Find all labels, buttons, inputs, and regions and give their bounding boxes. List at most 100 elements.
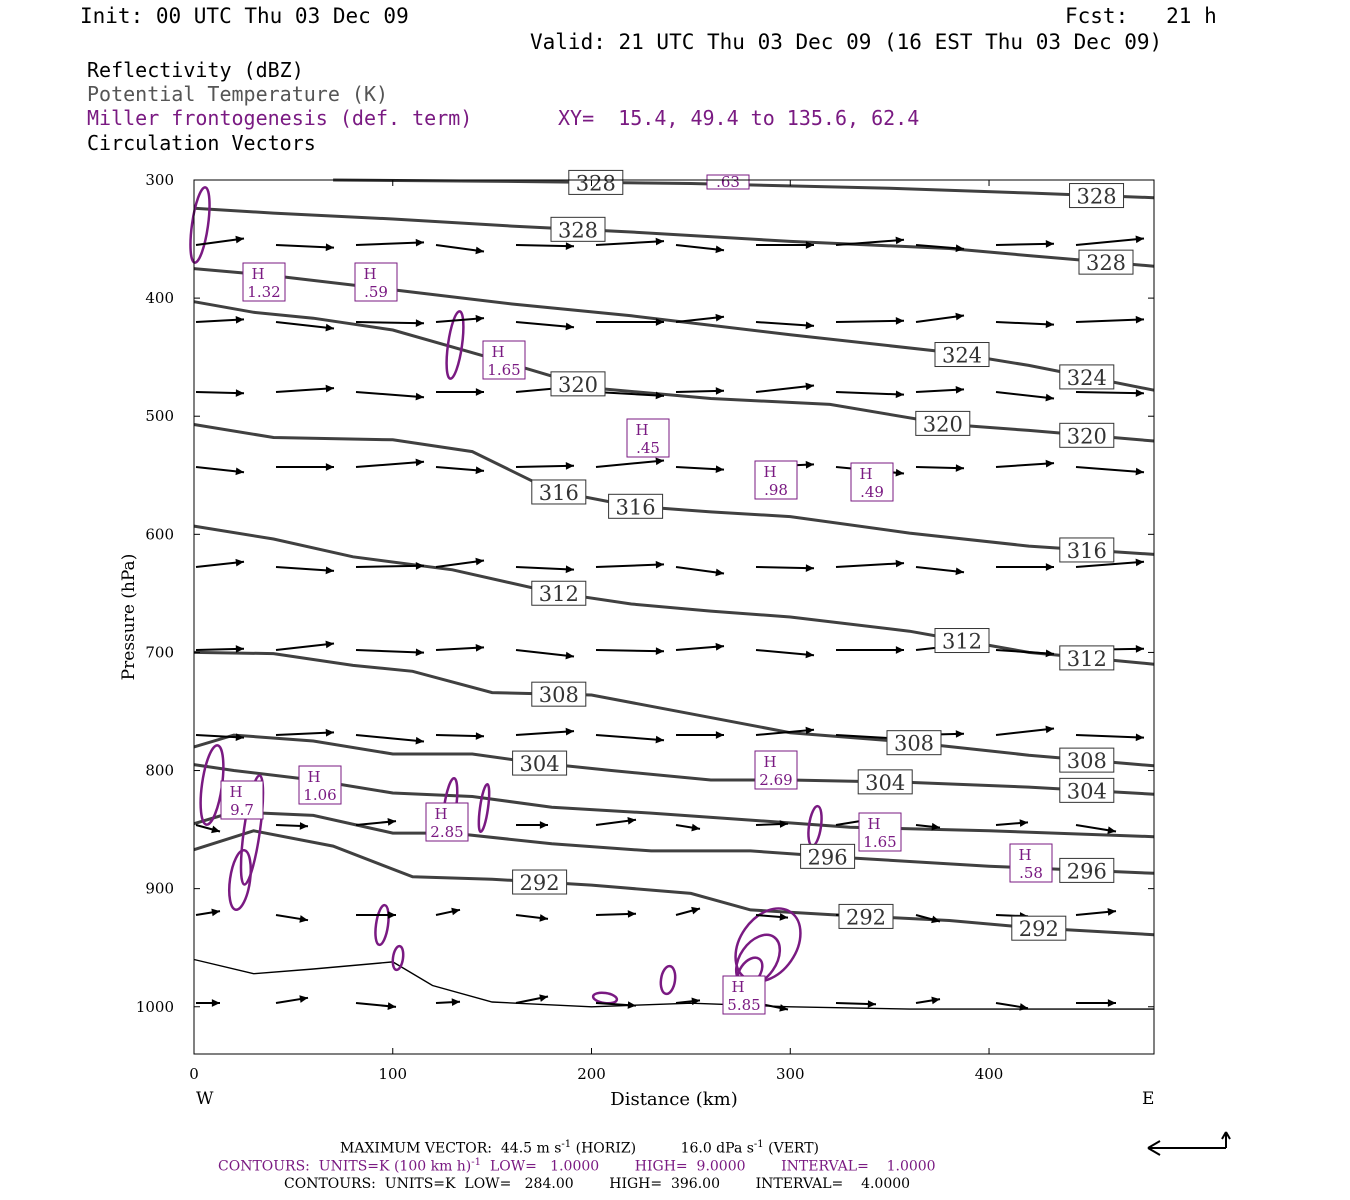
- frontogenesis-max-box: [298, 765, 342, 805]
- theta-label-box: [857, 769, 913, 795]
- circulation-vector: [435, 244, 485, 255]
- frontogenesis-max-letter: H: [731, 978, 744, 996]
- circulation-vector: [515, 994, 549, 1004]
- frontogenesis-max-letter: H: [307, 768, 320, 786]
- circulation-vector: [835, 390, 905, 399]
- frontogenesis-max-letter: H: [763, 753, 776, 771]
- theta-isoline: [193, 206, 1155, 268]
- frontogenesis-max-letter: H: [251, 265, 264, 283]
- circulation-vector: [355, 238, 425, 247]
- frontogenesis-max-box: [706, 174, 750, 190]
- circulation-vector: [275, 640, 335, 651]
- circulation-vectors: [195, 235, 1145, 1012]
- circulation-vector: [195, 315, 245, 324]
- circulation-vector: [355, 648, 425, 657]
- frontogenesis-max-box: [482, 340, 526, 380]
- frontogenesis-max-box: [425, 802, 469, 842]
- theta-label-box: [800, 843, 856, 869]
- circulation-vector: [996, 563, 1054, 571]
- circulation-vector: [915, 996, 941, 1005]
- circulation-vector: [755, 913, 789, 921]
- frontogenesis-max-value: .45: [636, 439, 660, 457]
- theta-label-box: [531, 580, 587, 606]
- theta-label-box: [512, 869, 568, 895]
- circulation-vector: [915, 822, 941, 831]
- theta-label: 324: [1067, 366, 1107, 390]
- circulation-vector: [275, 321, 335, 332]
- frontogenesis-contour-info: CONTOURS: UNITS=K (100 km h)-1 LOW= 1.00…: [218, 1157, 936, 1175]
- theta-isoline: [193, 829, 1155, 937]
- reference-vector-icon: [1147, 1131, 1231, 1156]
- frontogenesis-max-value: .63: [716, 173, 740, 191]
- theta-label: 328: [1076, 185, 1116, 209]
- legend-reflectivity: Reflectivity (dBZ): [87, 58, 304, 82]
- theta-label: 308: [894, 732, 934, 756]
- theta-label: 320: [1067, 424, 1107, 448]
- valid-time: Valid: 21 UTC Thu 03 Dec 09 (16 EST Thu …: [530, 30, 1163, 54]
- circulation-vector: [435, 557, 485, 568]
- theta-label: 304: [1067, 779, 1107, 803]
- circulation-vector: [436, 388, 484, 396]
- circulation-vector: [836, 646, 904, 654]
- frontogenesis-max-box: [242, 262, 286, 302]
- frontogenesis-max-box: [1009, 843, 1053, 883]
- frontogenesis-max-letter: H: [763, 463, 776, 481]
- circulation-vector: [435, 907, 461, 916]
- circulation-vector: [755, 564, 815, 572]
- circulation-vector: [595, 817, 637, 826]
- circulation-vector: [195, 908, 221, 917]
- circulation-vector: [676, 731, 724, 739]
- circulation-vector: [516, 821, 548, 829]
- frontogenesis-max-value: 1.32: [247, 283, 280, 301]
- y-tick-label: 600: [145, 525, 174, 543]
- circulation-vector: [755, 820, 789, 828]
- theta-label-box: [1059, 364, 1115, 390]
- frontogenesis-contour: [477, 782, 491, 834]
- circulation-vector: [435, 466, 485, 475]
- circulation-vector: [595, 237, 665, 246]
- x-axis-label: Distance (km): [610, 1089, 737, 1110]
- y-tick-label: 500: [145, 407, 174, 425]
- circulation-vector: [675, 313, 725, 323]
- circulation-vector: [675, 465, 725, 474]
- circulation-vector: [355, 391, 425, 401]
- circulation-vector: [196, 999, 220, 1007]
- circulation-vector: [275, 914, 309, 923]
- circulation-vector: [595, 734, 665, 744]
- theta-label-box: [1059, 747, 1115, 773]
- y-tick-label: 900: [145, 880, 174, 898]
- circulation-vector: [595, 457, 665, 468]
- theta-contours: [193, 178, 1155, 1010]
- frontogenesis-max-box: [858, 812, 902, 852]
- y-tick-label: 400: [145, 289, 174, 307]
- circulation-vector: [1075, 389, 1145, 397]
- x-right-end-label: E: [1142, 1089, 1154, 1109]
- theta-isoline: [193, 650, 1155, 768]
- frontogenesis-contour: [189, 186, 211, 264]
- circulation-vector: [195, 466, 245, 476]
- circulation-vector: [275, 566, 335, 575]
- circulation-vector: [915, 312, 965, 323]
- circulation-vector: [1075, 315, 1145, 324]
- circulation-vector: [595, 910, 637, 918]
- circulation-vector: [275, 822, 309, 830]
- circulation-vector: [195, 733, 245, 742]
- axes: 300 400 500 600 700 800 900 1000 0 100 200 300 400: [136, 171, 1154, 1083]
- circulation-vector: [355, 319, 425, 327]
- circulation-vector: [995, 819, 1029, 827]
- theta-label: 324: [942, 344, 982, 368]
- circulation-vector: [595, 1001, 637, 1009]
- theta-label-box: [1059, 645, 1115, 671]
- frontogenesis-max-box: [220, 780, 264, 820]
- frontogenesis-contour: [445, 310, 465, 380]
- frontogenesis-max-value: 1.65: [863, 833, 896, 851]
- frontogenesis-contour: [659, 964, 677, 996]
- circulation-vector: [355, 458, 425, 468]
- theta-label: 316: [1067, 539, 1107, 563]
- circulation-vector: [835, 559, 905, 568]
- circulation-vector: [835, 1000, 877, 1008]
- max-vector-info: MAXIMUM VECTOR: 44.5 m s-1 (HORIZ) 16.0 …: [340, 1139, 820, 1157]
- circulation-vector: [995, 459, 1055, 468]
- circulation-vector: [915, 914, 941, 924]
